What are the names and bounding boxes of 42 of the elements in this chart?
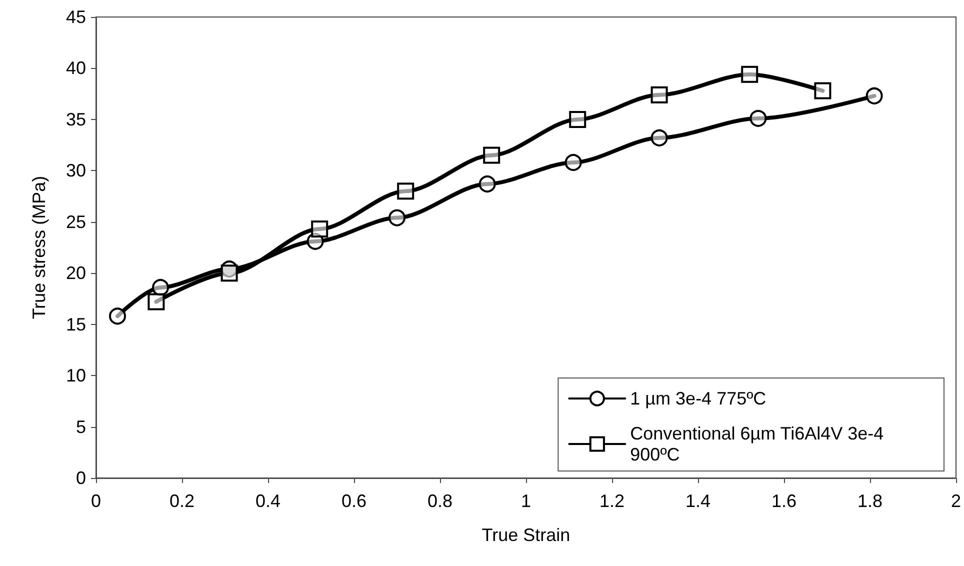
y-tick-label: 5: [76, 416, 86, 437]
x-tick-label: 0.6: [341, 491, 367, 511]
x-tick-label: 0: [90, 491, 102, 511]
point: [650, 129, 668, 146]
x-tick-label: 1.4: [685, 491, 711, 511]
point: [866, 87, 883, 104]
legend-label: Conventional 6µm Ti6Al4V 3e-4 900ºC: [630, 424, 884, 464]
point: [650, 86, 668, 104]
y-tick-label: 30: [66, 160, 86, 181]
y-tick-label: 10: [66, 366, 86, 386]
point: [220, 264, 238, 282]
x-tick-label: 1.2: [599, 491, 625, 511]
point: [388, 209, 406, 226]
point: [478, 175, 496, 192]
point: [109, 308, 126, 325]
y-tick-label: 15: [66, 314, 86, 334]
point: [311, 220, 328, 238]
x-tick-label: 1: [520, 491, 532, 511]
y-tick-label: 40: [66, 58, 86, 78]
y-axis-title: True stress (MPa): [29, 176, 49, 320]
y-tick-label: 0: [76, 468, 86, 488]
point: [483, 146, 500, 164]
x-tick-label: 1.6: [771, 491, 797, 511]
y-tick-label: 35: [66, 109, 86, 130]
x-tick-label: 0.2: [169, 491, 195, 511]
x-tick-label: 2: [950, 491, 961, 511]
y-tick-label: 45: [66, 7, 86, 27]
point: [750, 110, 767, 127]
x-axis-title: True Strain: [482, 525, 570, 545]
legend-label: 1 µm 3e-4 775ºC: [630, 388, 766, 408]
y-tick-label: 20: [66, 263, 86, 284]
point: [152, 278, 169, 296]
point: [569, 110, 586, 128]
point: [741, 66, 758, 83]
point: [564, 154, 582, 171]
x-tick-label: 0.4: [255, 491, 281, 511]
x-tick-label: 0.8: [427, 491, 453, 511]
x-tick-label: 1.8: [857, 491, 883, 511]
point: [148, 293, 165, 310]
point: [397, 182, 414, 200]
y-tick-label: 25: [66, 212, 86, 232]
point: [814, 82, 832, 100]
